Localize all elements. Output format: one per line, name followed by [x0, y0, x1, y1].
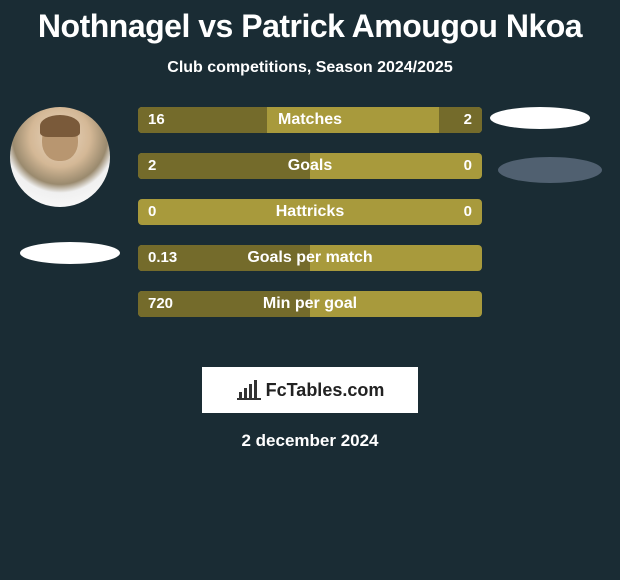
stat-label: Goals per match [138, 245, 482, 271]
player1-flag [20, 242, 120, 264]
player2-flag-top [490, 107, 590, 129]
stat-row: 162Matches [138, 107, 482, 133]
date-label: 2 december 2024 [0, 431, 620, 451]
stat-row: 20Goals [138, 153, 482, 179]
stat-label: Matches [138, 107, 482, 133]
stat-label: Goals [138, 153, 482, 179]
branding-box: FcTables.com [202, 367, 418, 413]
player2-flag-bottom [498, 157, 602, 183]
branding-text: FcTables.com [266, 380, 385, 401]
vs-label: vs [198, 8, 233, 44]
player2-name: Patrick Amougou Nkoa [241, 8, 582, 44]
comparison-title: Nothnagel vs Patrick Amougou Nkoa [0, 0, 620, 45]
stat-bars: 162Matches 20Goals 00Hattricks 0.13Goals pe… [138, 107, 482, 337]
stat-row: 720Min per goal [138, 291, 482, 317]
player1-avatar [10, 107, 110, 207]
stat-label: Hattricks [138, 199, 482, 225]
chart-icon [236, 380, 262, 400]
subtitle: Club competitions, Season 2024/2025 [0, 59, 620, 77]
stat-row: 00Hattricks [138, 199, 482, 225]
stat-label: Min per goal [138, 291, 482, 317]
player1-name: Nothnagel [38, 8, 190, 44]
stat-row: 0.13Goals per match [138, 245, 482, 271]
comparison-content: 162Matches 20Goals 00Hattricks 0.13Goals pe… [0, 107, 620, 367]
